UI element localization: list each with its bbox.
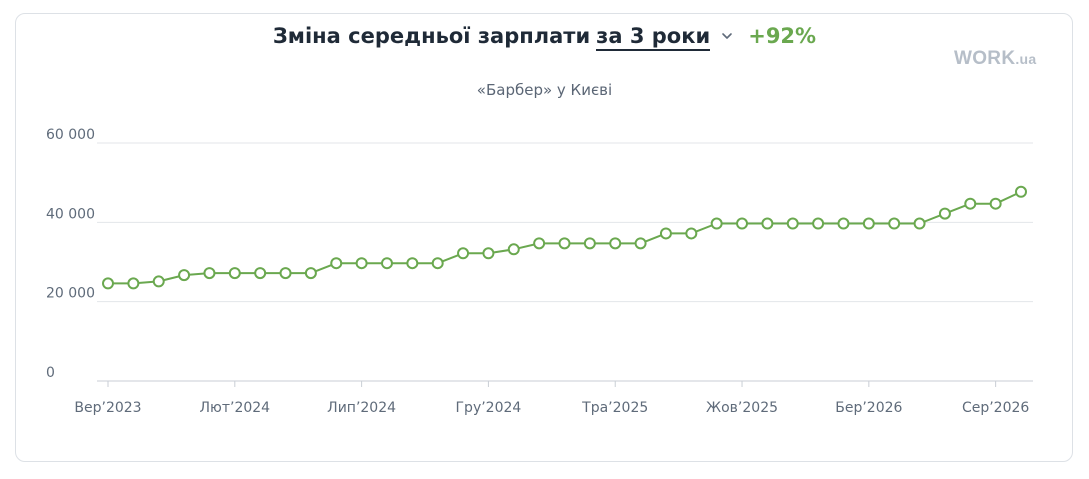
- period-dropdown[interactable]: за 3 роки: [596, 24, 711, 51]
- x-tick-label: Вер’2023: [74, 400, 141, 416]
- data-point: [102, 277, 114, 290]
- x-tick-label: Тра’2025: [581, 400, 648, 416]
- x-tick-label: Гру’2024: [456, 400, 522, 416]
- data-point: [609, 237, 622, 250]
- data-point: [228, 267, 241, 280]
- x-tick-label: Сер’2026: [962, 400, 1029, 416]
- data-point: [736, 217, 749, 230]
- chart-card: [15, 13, 1073, 462]
- data-point: [583, 237, 596, 250]
- period-label: за 3 роки: [596, 24, 711, 48]
- data-point: [127, 277, 140, 290]
- data-point: [989, 197, 1002, 210]
- data-point: [304, 267, 317, 280]
- data-point: [482, 247, 495, 260]
- logo-suffix: .ua: [1015, 51, 1037, 67]
- chart-subtitle: «Барбер» у Києві: [476, 81, 613, 99]
- x-tick-label: Лип’2024: [327, 400, 396, 416]
- data-point: [355, 257, 368, 270]
- chart-title: Зміна середньої зарплати за 3 роки +92%: [0, 24, 1089, 51]
- data-point: [710, 217, 723, 230]
- change-badge: +92%: [748, 24, 817, 48]
- data-point: [761, 217, 774, 230]
- data-point: [964, 197, 977, 210]
- data-point: [330, 257, 343, 270]
- data-point: [507, 243, 520, 256]
- chevron-down-icon[interactable]: [720, 29, 734, 43]
- logo-main: WORK: [954, 48, 1016, 69]
- x-tick-label: Жов’2025: [706, 400, 778, 416]
- data-point: [938, 207, 951, 220]
- data-point: [812, 217, 825, 230]
- data-point: [786, 217, 799, 230]
- data-point: [634, 237, 647, 250]
- work-ua-logo[interactable]: WORK.ua: [954, 48, 1037, 70]
- data-point: [178, 269, 191, 282]
- data-point: [685, 227, 698, 240]
- data-point: [1015, 185, 1027, 198]
- data-point: [533, 237, 546, 250]
- y-tick-label: 40 000: [46, 206, 95, 222]
- x-tick-label: Бер’2026: [835, 400, 902, 416]
- y-tick-label: 0: [46, 365, 55, 381]
- data-point: [431, 257, 444, 270]
- data-point: [837, 217, 850, 230]
- data-point: [279, 267, 292, 280]
- data-point: [888, 217, 901, 230]
- data-point: [152, 275, 165, 288]
- data-point: [862, 217, 875, 230]
- x-tick-label: Лют’2024: [200, 400, 271, 416]
- y-tick-label: 20 000: [46, 286, 95, 302]
- data-point: [380, 257, 393, 270]
- data-point: [558, 237, 571, 250]
- data-point: [659, 227, 672, 240]
- data-point: [254, 267, 267, 280]
- title-text: Зміна середньої зарплати: [272, 24, 591, 48]
- data-point: [406, 257, 419, 270]
- data-point: [203, 267, 216, 280]
- data-point: [913, 217, 926, 230]
- data-point: [457, 247, 470, 260]
- y-tick-label: 60 000: [46, 127, 95, 143]
